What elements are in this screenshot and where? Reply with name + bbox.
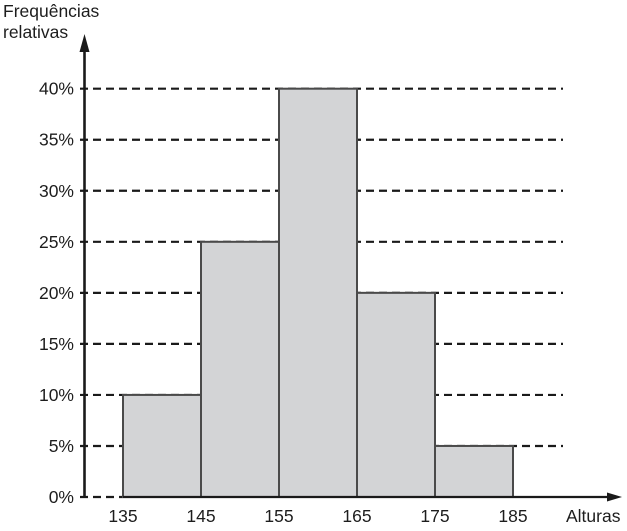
x-tick-label: 135: [108, 506, 137, 526]
x-tick-label: 175: [420, 506, 449, 526]
x-tick-label: 155: [264, 506, 293, 526]
y-tick-label: 10%: [39, 385, 74, 405]
y-tick-label: 40%: [39, 79, 74, 99]
bar: [122, 393, 202, 498]
x-axis-label: Alturas: [566, 506, 621, 526]
x-tick-label: 185: [498, 506, 527, 526]
bar: [278, 87, 358, 498]
y-tick-label: 30%: [39, 181, 74, 201]
bar: [434, 444, 514, 498]
y-axis-arrow: [79, 34, 90, 52]
y-tick-label: 20%: [39, 283, 74, 303]
y-tick-label: 5%: [49, 436, 74, 456]
x-axis-arrow: [607, 492, 622, 502]
y-tick-label: 0%: [49, 487, 74, 507]
x-tick-label: 165: [342, 506, 371, 526]
y-tick-label: 35%: [39, 130, 74, 150]
y-tick-label: 25%: [39, 232, 74, 252]
y-axis-title: Frequências relativas: [3, 1, 100, 42]
y-tick-label: 15%: [39, 334, 74, 354]
bar: [356, 291, 436, 498]
x-tick-label: 145: [186, 506, 215, 526]
bar: [200, 240, 280, 498]
